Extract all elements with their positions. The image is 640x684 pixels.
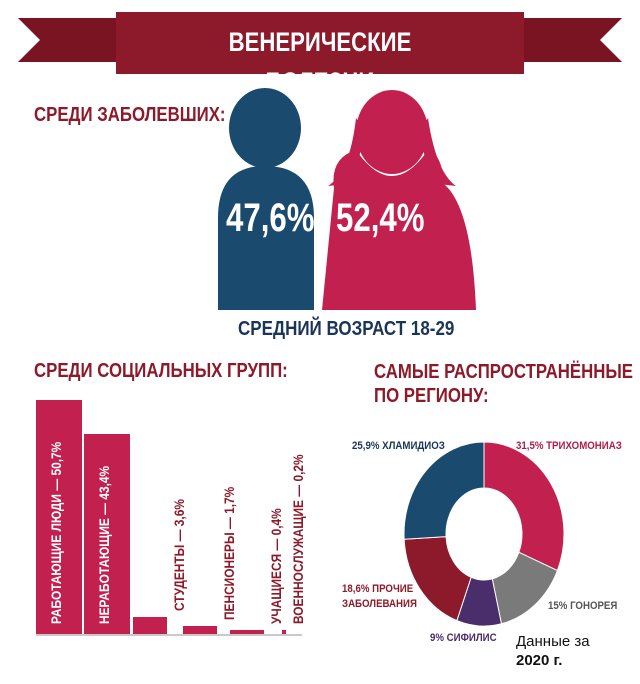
- social-bar-label: УЧАЩИЕСЯ — 0,4%: [268, 508, 284, 624]
- social-bar: [230, 630, 264, 634]
- regional-heading-line1: САМЫЕ РАСПРОСТРАНЁННЫЕ: [374, 361, 633, 383]
- social-bar: [36, 400, 82, 634]
- page-title: ВЕНЕРИЧЕСКИЕ БОЛЕЗНИ: [228, 27, 412, 97]
- donut-slice: [483, 442, 564, 572]
- slice-label-trichomoniasis: 31,5% ТРИХОМОНИАЗ: [516, 440, 622, 452]
- data-year-note: Данные за 2020 г.: [516, 632, 590, 670]
- male-figure-icon: [218, 88, 314, 310]
- social-bar-label: ПЕНСИОНЕРЫ — 1,7%: [221, 486, 237, 620]
- regional-heading: САМЫЕ РАСПРОСТРАНЁННЫЕ ПО РЕГИОНУ:: [374, 360, 633, 408]
- gender-figures: [218, 88, 476, 310]
- social-bar: [282, 630, 286, 634]
- social-heading: СРЕДИ СОЦИАЛЬНЫХ ГРУПП:: [34, 360, 288, 382]
- title-banner: [18, 12, 622, 74]
- slice-label-other-line1: 18,6% ПРОЧИЕ: [342, 583, 414, 595]
- social-bar: [133, 617, 167, 634]
- social-bar-label: ВОЕННОСЛУЖАЩИЕ — 0,2%: [290, 454, 306, 624]
- male-percentage: 47,6%: [226, 196, 315, 240]
- social-bar-label: СТУДЕНТЫ — 3,6%: [171, 499, 187, 611]
- social-bar: [84, 434, 130, 634]
- regional-donut-chart: [404, 442, 564, 626]
- social-bar-label: РАБОТАЮЩИЕ ЛЮДИ — 50,7%: [48, 441, 64, 624]
- data-year-line2: 2020 г.: [516, 652, 563, 669]
- social-bar: [183, 626, 217, 634]
- slice-label-syphilis: 9% СИФИЛИС: [430, 632, 497, 644]
- social-bar-chart: РАБОТАЮЩИЕ ЛЮДИ — 50,7% НЕРАБОТАЮЩИЕ — 43…: [0, 380, 340, 684]
- bar-baseline: [36, 634, 302, 636]
- donut-slice: [404, 442, 485, 540]
- slice-label-other-line2: ЗАБОЛЕВАНИЯ: [342, 598, 417, 610]
- data-year-line1: Данные за: [516, 633, 590, 650]
- regional-heading-line2: ПО РЕГИОНУ:: [374, 385, 489, 407]
- female-figure-icon: [322, 90, 476, 310]
- social-bar-label: НЕРАБОТАЮЩИЕ — 43,4%: [96, 465, 112, 624]
- sick-heading: СРЕДИ ЗАБОЛЕВШИХ:: [34, 104, 226, 126]
- slice-label-gonorrhea: 15% ГОНОРЕЯ: [548, 600, 618, 612]
- slice-label-chlamydia: 25,9% ХЛАМИДИОЗ: [352, 440, 445, 452]
- female-percentage: 52,4%: [336, 196, 425, 240]
- average-age: СРЕДНИЙ ВОЗРАСТ 18-29: [238, 318, 455, 340]
- slice-label-other: 18,6% ПРОЧИЕ ЗАБОЛЕВАНИЯ: [342, 582, 417, 612]
